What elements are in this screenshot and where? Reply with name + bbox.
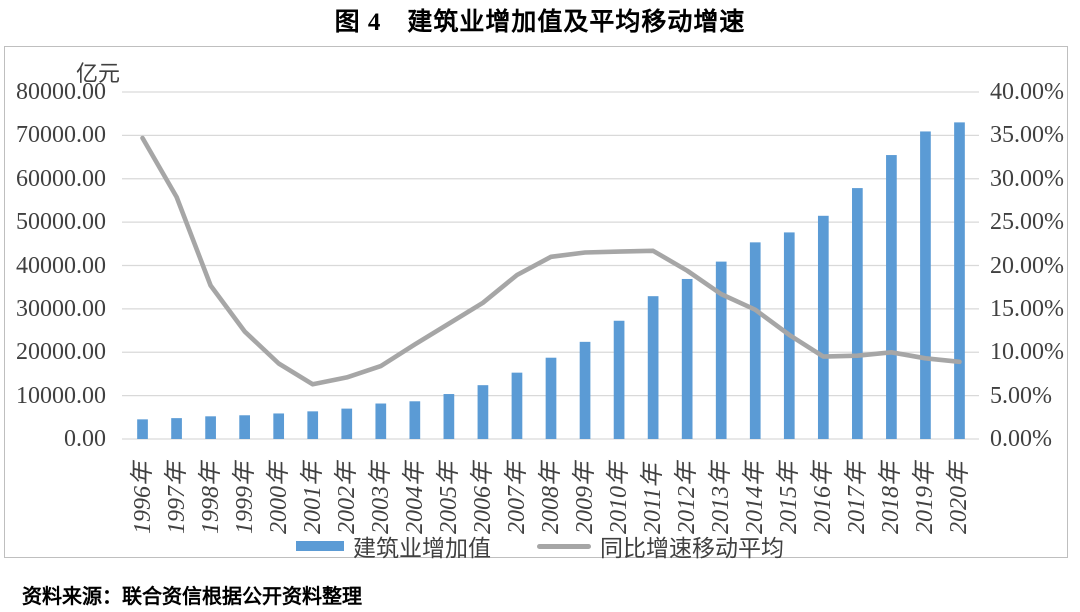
x-axis-tick-label: 1996年 [129,462,156,534]
x-axis-tick-label: 2016年 [810,462,837,534]
x-axis-tick-label: 2010年 [606,462,633,534]
x-axis-tick-label: 2014年 [742,462,769,534]
legend-item-line-series: 同比增速移动平均 [537,529,784,563]
line-series-label: 同比增速移动平均 [600,536,784,561]
x-axis-tick-label: 2009年 [572,462,599,534]
y-axis-tick-label-right: 15.00% [990,295,1064,322]
x-axis-tick-label: 2020年 [946,462,973,534]
x-axis-tick-label: 2017年 [844,462,871,534]
x-axis-tick-label: 1998年 [197,462,224,534]
x-axis-tick-label: 2015年 [776,462,803,534]
x-axis-tick-label: 2000年 [265,462,292,534]
y-axis-tick-label-left: 60000.00 [16,165,106,192]
y-axis-tick-label-left: 80000.00 [16,79,106,105]
y-axis-tick-label-left: 20000.00 [16,339,106,366]
legend-item-bar-series: 建筑业增加值 [296,529,491,563]
y-axis-tick-label-left: 0.00 [64,426,106,452]
y-axis-tick-label-right: 20.00% [990,252,1064,279]
x-axis-tick-label: 2006年 [469,462,496,534]
legend: 建筑业增加值 同比增速移动平均 [0,529,1080,563]
x-axis-tick-label: 2012年 [674,462,701,534]
x-axis-tick-label: 2011年 [640,463,667,534]
x-axis-tick-label: 2005年 [435,462,462,534]
bar-series-swatch [296,541,344,551]
y-axis-tick-label-left: 10000.00 [16,382,106,409]
x-axis-tick-label: 2003年 [367,462,394,534]
x-axis-tick-label: 1999年 [231,462,258,534]
left-axis-unit-label: 亿元 [76,61,121,86]
y-axis-tick-label-right: 30.00% [990,165,1064,192]
x-axis-tick-label: 2004年 [401,462,428,534]
y-axis-tick-label-right: 35.00% [990,122,1064,149]
bar-series-label: 建筑业增加值 [353,536,491,561]
y-axis-tick-label-right: 40.00% [990,79,1064,105]
x-axis-tick-label: 2018年 [878,462,905,534]
line-series-swatch [537,543,591,549]
x-axis-tick-label: 2007年 [503,462,530,534]
y-axis-tick-label-right: 0.00% [990,426,1052,452]
y-axis-tick-label-right: 5.00% [990,382,1052,409]
x-axis-tick-label: 2019年 [912,462,939,534]
x-axis-tick-label: 2002年 [333,462,360,534]
y-axis-tick-label-left: 30000.00 [16,295,106,322]
y-axis-tick-label-left: 70000.00 [16,122,106,149]
x-axis-tick-label: 2008年 [538,462,564,534]
y-axis-tick-label-right: 10.00% [990,339,1064,366]
chart-title: 图 4 建筑业增加值及平均移动增速 [334,9,746,36]
y-axis-tick-label-left: 40000.00 [16,252,106,279]
x-axis-tick-label: 2001年 [299,462,326,534]
y-axis-tick-label-right: 25.00% [990,209,1064,236]
x-axis-tick-label: 2013年 [708,462,735,534]
source-note: 资料来源：联合资信根据公开资料整理 [22,586,362,608]
x-axis-tick-label: 1997年 [163,462,190,534]
y-axis-tick-label-left: 50000.00 [16,209,106,236]
